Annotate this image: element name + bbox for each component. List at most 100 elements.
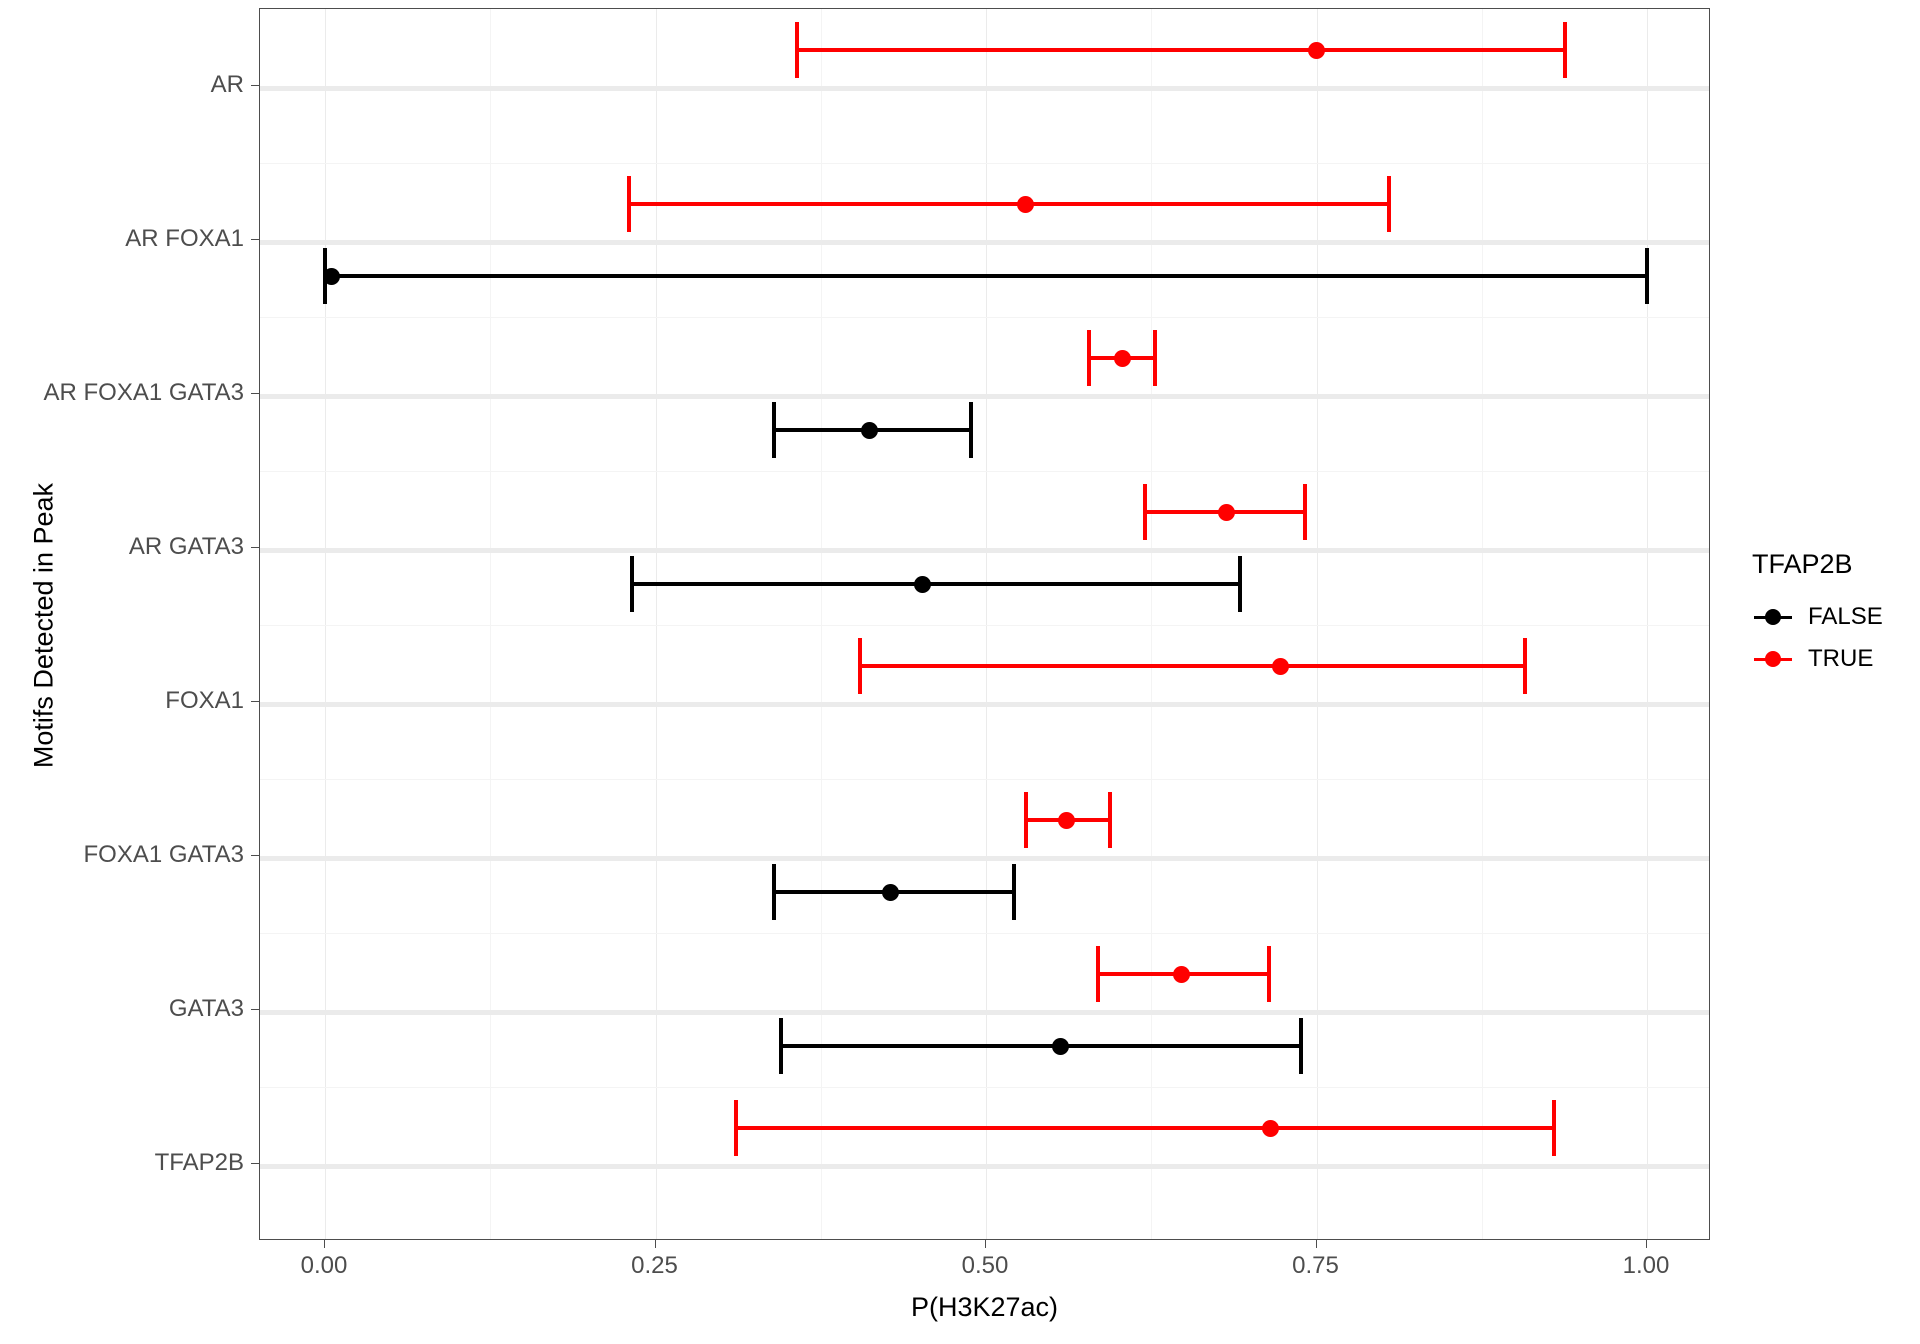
data-point[interactable] xyxy=(861,421,879,439)
data-point[interactable] xyxy=(1017,195,1035,213)
confidence-interval-line xyxy=(736,1126,1555,1130)
y-axis-tick xyxy=(251,85,259,86)
confidence-interval-cap-low xyxy=(734,1100,739,1156)
data-point[interactable] xyxy=(1272,657,1290,675)
y-axis-tick-label-ar-foxa1: AR FOXA1 xyxy=(125,225,244,252)
y-axis-tick-label-tfap2b: TFAP2B xyxy=(154,1149,244,1176)
gridline-horizontal-minor xyxy=(260,933,1709,934)
x-axis-tick xyxy=(324,1240,325,1248)
legend-key-icon xyxy=(1752,638,1794,680)
gridline-horizontal xyxy=(260,1010,1709,1015)
confidence-interval-cap-low xyxy=(779,1018,784,1074)
data-point[interactable] xyxy=(1051,1037,1069,1055)
gridline-vertical xyxy=(325,9,326,1239)
y-axis-tick-label-ar-foxa1-gata3: AR FOXA1 GATA3 xyxy=(43,379,245,406)
confidence-interval-cap-high xyxy=(1563,22,1568,78)
legend-key-icon xyxy=(1752,596,1794,638)
legend: TFAP2B FALSE TRUE xyxy=(1752,549,1883,680)
x-axis-tick-label: 0.00 xyxy=(300,1252,348,1279)
legend-label: TRUE xyxy=(1808,645,1874,672)
gridline-horizontal-minor xyxy=(260,625,1709,626)
confidence-interval-cap-high xyxy=(1387,176,1392,232)
x-axis-tick xyxy=(654,1240,656,1248)
confidence-interval-line xyxy=(631,582,1240,586)
data-point[interactable] xyxy=(1218,503,1236,521)
confidence-interval-cap-low xyxy=(794,22,799,78)
y-axis-tick-label-ar: AR xyxy=(210,71,244,98)
gridline-horizontal-minor xyxy=(260,779,1709,780)
gridline-horizontal xyxy=(260,394,1709,399)
gridline-horizontal xyxy=(260,1164,1709,1169)
gridline-vertical-minor xyxy=(1151,9,1153,1239)
gridline-horizontal xyxy=(260,702,1709,707)
x-axis-tick-label: 0.50 xyxy=(961,1252,1009,1279)
confidence-interval-cap-high xyxy=(1153,330,1158,386)
gridline-horizontal xyxy=(260,240,1709,245)
data-point[interactable] xyxy=(914,575,932,593)
gridline-horizontal xyxy=(260,856,1709,861)
confidence-interval-cap-high xyxy=(1266,946,1271,1002)
data-point[interactable] xyxy=(882,883,900,901)
y-axis-tick xyxy=(251,239,259,240)
confidence-interval-cap-high xyxy=(1298,1018,1303,1074)
confidence-interval-cap-low xyxy=(629,556,634,612)
x-axis-tick-label: 0.25 xyxy=(631,1252,678,1279)
legend-items: FALSE TRUE xyxy=(1752,596,1883,680)
y-axis-tick-label-ar-gata3: AR GATA3 xyxy=(128,533,244,560)
confidence-interval-cap-low xyxy=(1023,792,1028,848)
confidence-interval-cap-low xyxy=(627,176,632,232)
y-axis-tick-label-foxa1: FOXA1 xyxy=(165,687,244,714)
gridline-vertical xyxy=(655,9,657,1239)
legend-item-true[interactable]: TRUE xyxy=(1752,638,1883,680)
y-axis-tick xyxy=(251,855,259,856)
confidence-interval-cap-high xyxy=(969,402,974,458)
confidence-interval-line xyxy=(325,274,1647,278)
confidence-interval-cap-low xyxy=(1142,484,1147,540)
confidence-interval-cap-high xyxy=(1108,792,1113,848)
gridline-vertical-minor xyxy=(820,9,822,1239)
confidence-interval-line xyxy=(860,664,1526,668)
data-point[interactable] xyxy=(1173,965,1191,983)
legend-label: FALSE xyxy=(1808,603,1883,630)
data-point[interactable] xyxy=(323,267,341,285)
y-axis-tick xyxy=(251,393,259,394)
gridline-horizontal-minor xyxy=(260,471,1709,472)
gridline-vertical xyxy=(986,9,987,1239)
y-axis-tick xyxy=(251,547,259,548)
gridline-horizontal-minor xyxy=(260,317,1709,318)
x-axis-title: P(H3K27ac) xyxy=(910,1292,1059,1322)
confidence-interval-cap-high xyxy=(1523,638,1528,694)
x-axis-tick-label: 1.00 xyxy=(1622,1252,1670,1279)
y-axis-tick-label-gata3: GATA3 xyxy=(168,995,244,1022)
gridline-vertical-minor xyxy=(1481,9,1483,1239)
confidence-interval-line xyxy=(796,48,1566,52)
data-point[interactable] xyxy=(1113,349,1131,367)
gridline-vertical xyxy=(1316,9,1318,1239)
gridline-horizontal-minor xyxy=(260,1087,1709,1088)
plot-panel xyxy=(259,8,1710,1240)
data-point[interactable] xyxy=(1308,41,1325,59)
y-axis-tick-label-foxa1-gata3: FOXA1 GATA3 xyxy=(83,841,245,868)
gridline-horizontal xyxy=(260,548,1709,553)
x-axis-tick-label: 0.75 xyxy=(1292,1252,1339,1279)
y-axis-tick xyxy=(251,1009,259,1010)
legend-item-false[interactable]: FALSE xyxy=(1752,596,1883,638)
x-axis-tick xyxy=(1646,1240,1647,1248)
gridline-vertical-minor xyxy=(490,9,492,1239)
data-point[interactable] xyxy=(1058,811,1076,829)
confidence-interval-cap-high xyxy=(1237,556,1242,612)
confidence-interval-cap-high xyxy=(1011,864,1016,920)
confidence-interval-line xyxy=(629,202,1390,206)
confidence-interval-cap-high xyxy=(1645,248,1649,304)
x-axis-tick xyxy=(985,1240,986,1248)
y-axis-tick xyxy=(251,1163,259,1164)
gridline-vertical xyxy=(1647,9,1648,1239)
confidence-interval-cap-high xyxy=(1302,484,1307,540)
x-axis-tick xyxy=(1315,1240,1317,1248)
confidence-interval-cap-low xyxy=(1096,946,1101,1002)
data-point[interactable] xyxy=(1261,1119,1279,1137)
confidence-interval-cap-low xyxy=(772,402,777,458)
y-axis-tick xyxy=(251,701,259,702)
confidence-interval-line xyxy=(781,1044,1301,1048)
